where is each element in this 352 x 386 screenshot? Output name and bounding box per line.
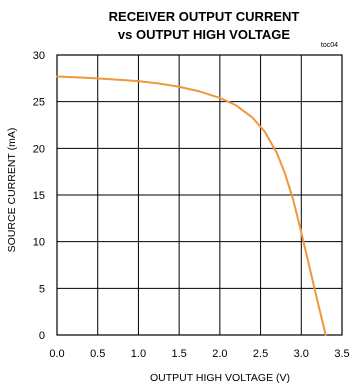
- x-tick-label: 3.5: [334, 348, 349, 360]
- x-tick-label: 1.5: [171, 348, 186, 360]
- x-tick-label: 2.0: [212, 348, 227, 360]
- x-tick-label: 2.5: [253, 348, 268, 360]
- x-tick-label: 0.5: [90, 348, 105, 360]
- plot-area: [56, 75, 327, 336]
- x-tick-label: 1.0: [131, 348, 146, 360]
- chart-title: RECEIVER OUTPUT CURRENT: [109, 9, 300, 24]
- plot-frame: [56, 54, 343, 336]
- y-tick-label: 25: [33, 97, 45, 109]
- series-line: [56, 75, 327, 336]
- y-tick-label: 20: [33, 143, 45, 155]
- y-axis-label: SOURCE CURRENT (mA): [6, 128, 18, 253]
- tick-labels: 0.0 0.5 1.0 1.5 2.0 2.5 3.0 3.5 0 5 10 15 20 25 30: [33, 50, 350, 360]
- x-tick-label: 3.0: [294, 348, 309, 360]
- figure-tag: toc04: [321, 42, 338, 49]
- y-tick-label: 10: [33, 237, 45, 249]
- y-tick-label: 0: [39, 330, 45, 342]
- grid: [56, 54, 343, 336]
- y-tick-label: 5: [39, 283, 45, 295]
- chart-subtitle: vs OUTPUT HIGH VOLTAGE: [118, 27, 290, 42]
- x-axis-label: OUTPUT HIGH VOLTAGE (V): [150, 372, 290, 384]
- y-tick-label: 15: [33, 190, 45, 202]
- x-tick-label: 0.0: [49, 348, 64, 360]
- y-tick-label: 30: [33, 50, 45, 62]
